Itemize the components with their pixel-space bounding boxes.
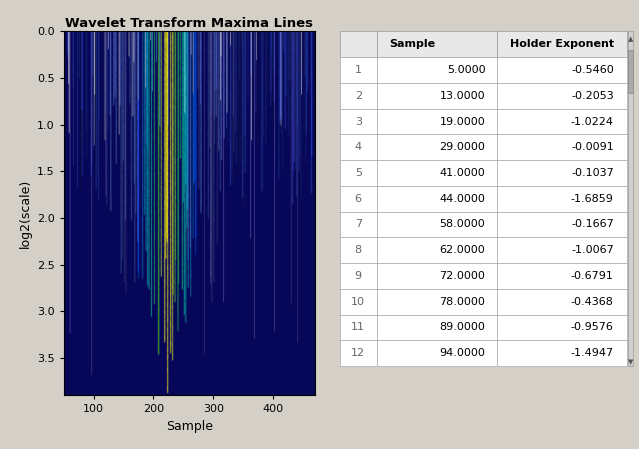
Title: Wavelet Transform Maxima Lines: Wavelet Transform Maxima Lines	[65, 17, 313, 30]
Y-axis label: log2(scale): log2(scale)	[19, 179, 31, 248]
Text: ▲: ▲	[628, 36, 633, 42]
Text: ▼: ▼	[628, 359, 633, 365]
X-axis label: Sample: Sample	[166, 420, 213, 433]
Bar	[628, 31, 633, 366]
Bar	[628, 49, 633, 93]
